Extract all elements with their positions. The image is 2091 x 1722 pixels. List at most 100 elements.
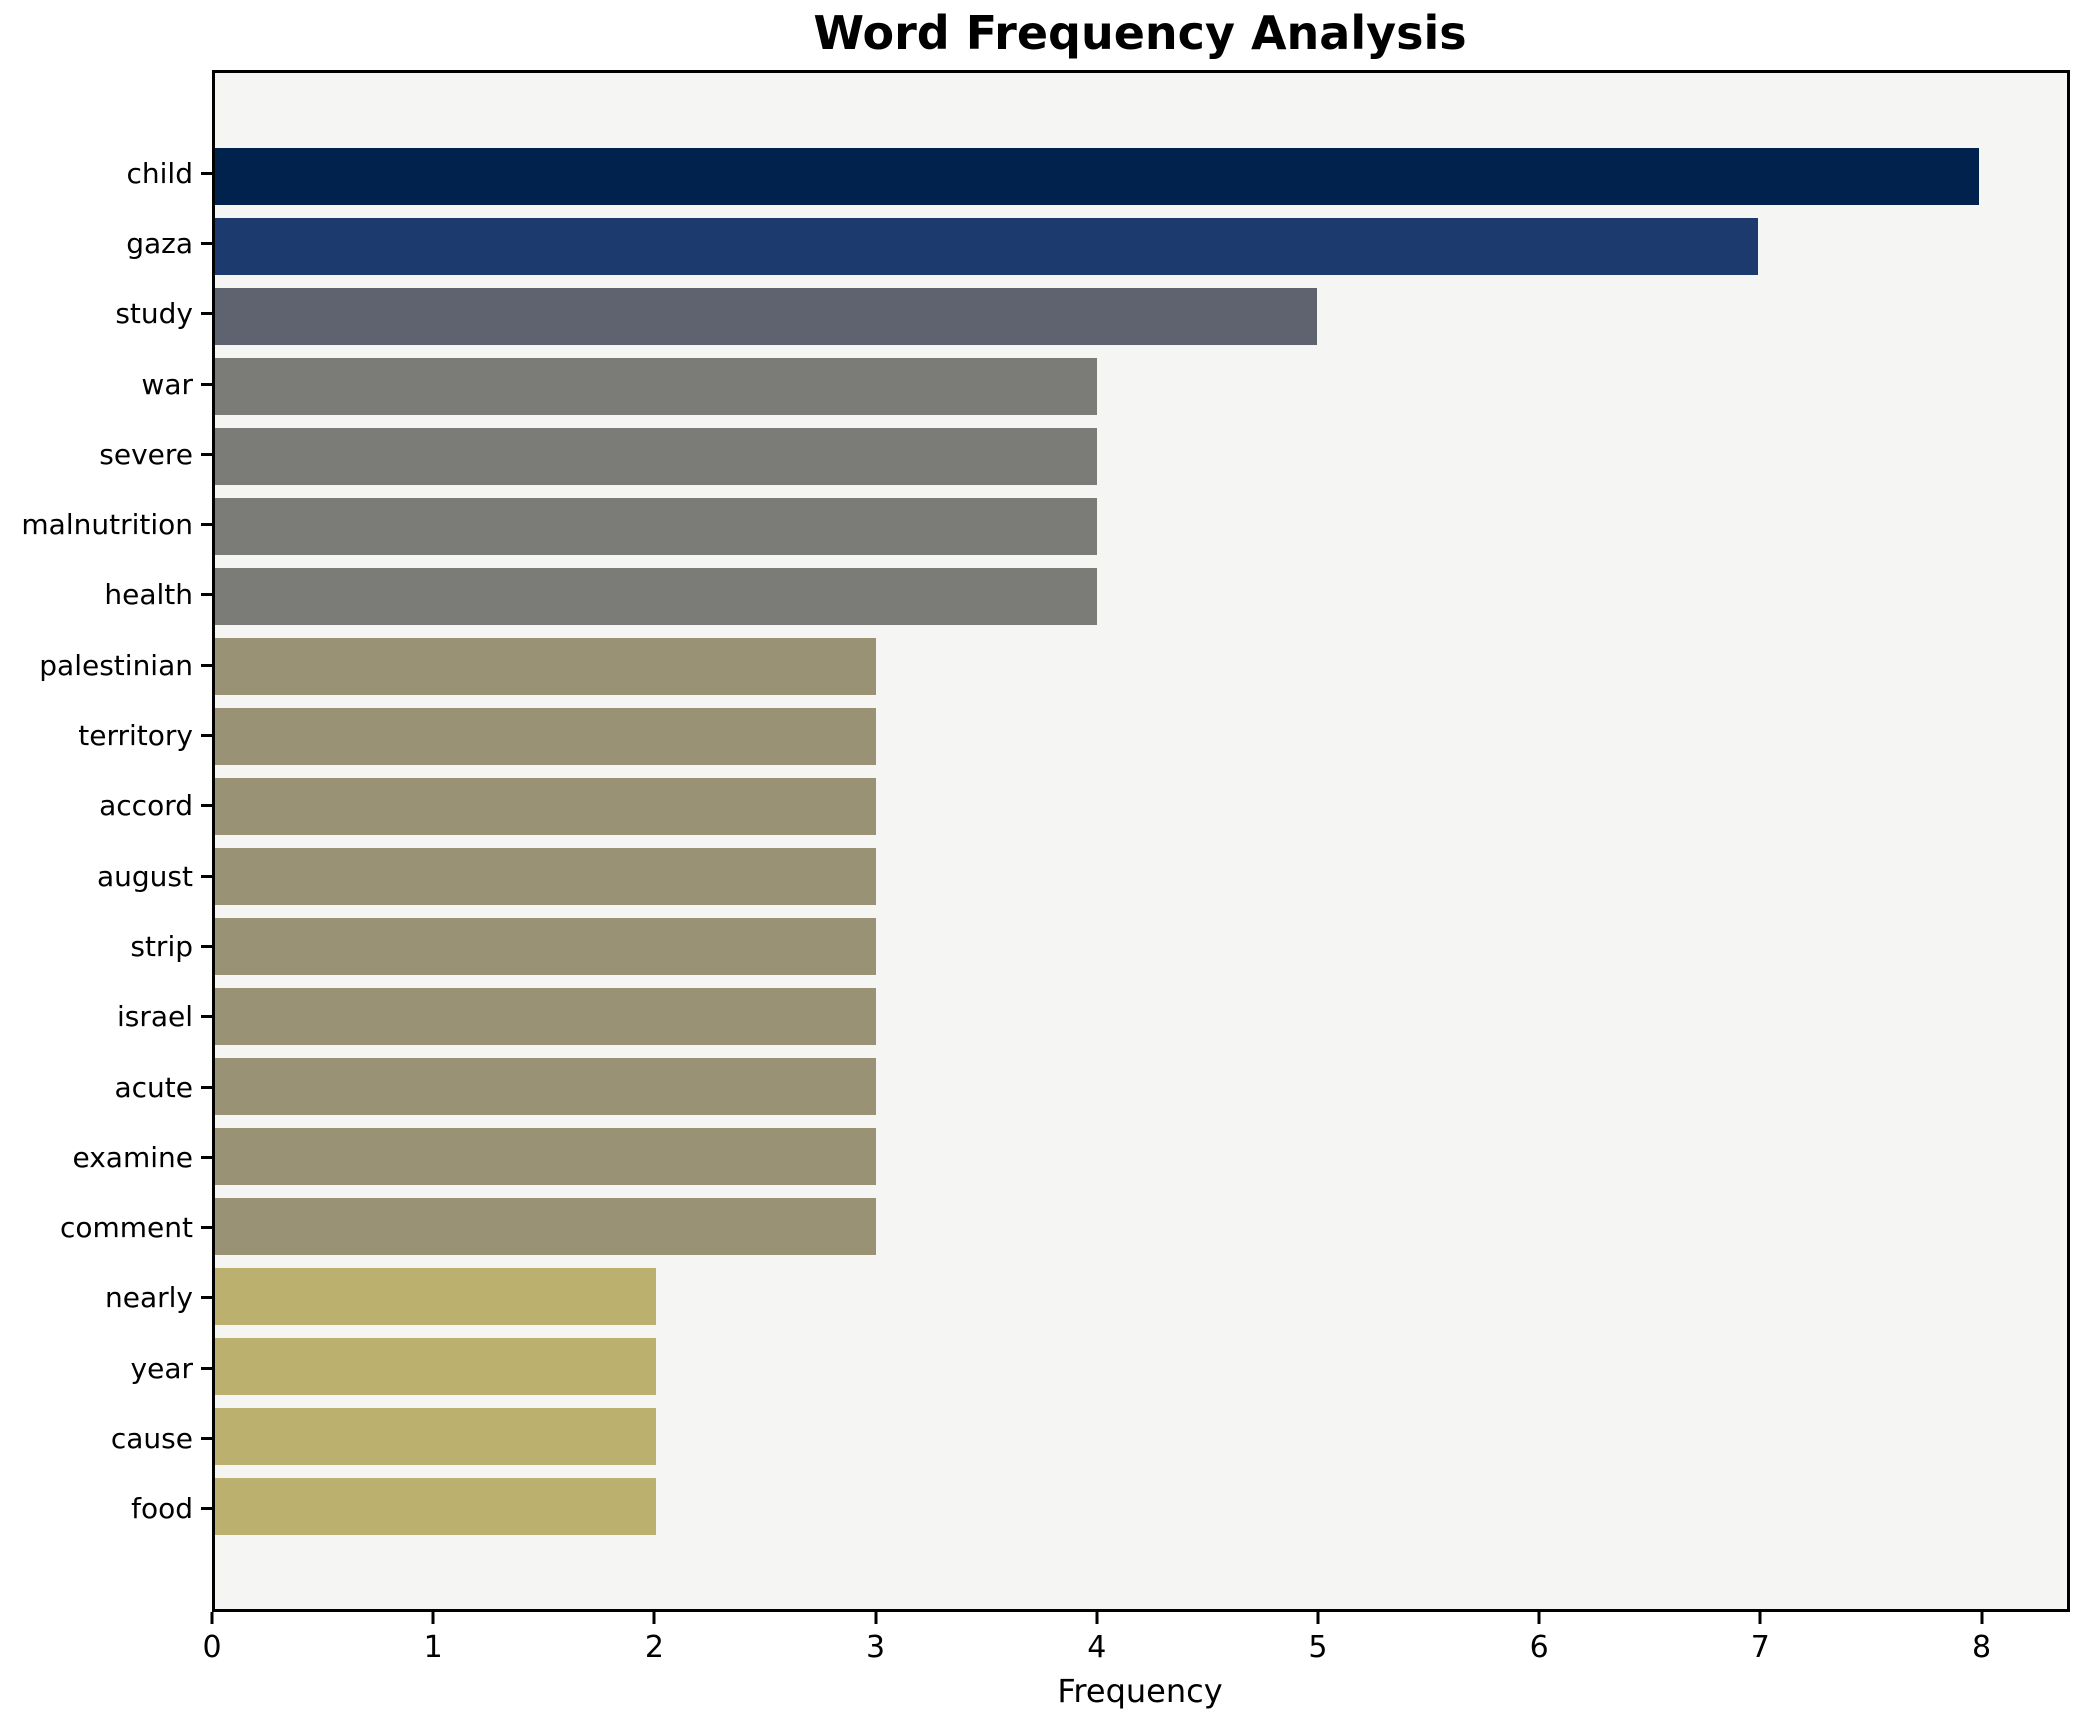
bar-row [215, 1051, 2067, 1121]
bar-war [215, 357, 1097, 415]
x-tick-mark [431, 1612, 435, 1624]
y-tick-row: malnutrition [0, 489, 212, 559]
bar-child [215, 147, 1979, 205]
y-tick-row: strip [0, 911, 212, 981]
bar-year [215, 1337, 656, 1395]
x-tick-label-2: 2 [644, 1630, 664, 1665]
x-tick-mark [1980, 1612, 1984, 1624]
y-tick-label-comment: comment [59, 1211, 193, 1245]
x-tick-mark [210, 1612, 214, 1624]
x-tick-label-8: 8 [1971, 1630, 1992, 1665]
bar-comment [215, 1197, 877, 1255]
y-tick-label-palestinian: palestinian [39, 648, 193, 682]
chart-title: Word Frequency Analysis [813, 6, 1467, 60]
y-tick-mark [201, 593, 212, 597]
y-tick-row: food [0, 1474, 212, 1544]
y-tick-row: cause [0, 1403, 212, 1473]
y-tick-label-acute: acute [114, 1070, 193, 1104]
x-tick-mark [1316, 1612, 1320, 1624]
y-tick-label-israel: israel [116, 1000, 193, 1034]
y-tick-row: comment [0, 1192, 212, 1262]
y-tick-mark [201, 874, 212, 878]
y-tick-row: august [0, 841, 212, 911]
bar-malnutrition [215, 497, 1097, 555]
bar-food [215, 1477, 656, 1535]
x-tick-mark [652, 1612, 656, 1624]
bar-palestinian [215, 637, 877, 695]
bar-study [215, 287, 1318, 345]
y-tick-mark [201, 663, 212, 667]
x-axis: 0 1 2 3 4 5 6 7 8 [202, 1612, 2070, 1682]
y-tick-label-august: august [97, 859, 193, 893]
bar-cause [215, 1407, 656, 1465]
x-tick-mark [1095, 1612, 1099, 1624]
x-tick-label-6: 6 [1529, 1630, 1549, 1665]
bar-territory [215, 707, 877, 765]
y-tick-label-severe: severe [99, 437, 193, 471]
y-tick-row: accord [0, 771, 212, 841]
bar-gaza [215, 217, 1759, 275]
bar-accord [215, 777, 877, 835]
y-tick-row: territory [0, 700, 212, 770]
y-tick-label-gaza: gaza [126, 226, 193, 260]
y-tick-mark [201, 1015, 212, 1019]
y-tick-mark [201, 452, 212, 456]
bar-row [215, 701, 2067, 771]
bar-israel [215, 987, 877, 1045]
y-tick-mark [201, 523, 212, 527]
x-tick-mark [1537, 1612, 1541, 1624]
y-tick-row: severe [0, 419, 212, 489]
bars [215, 73, 2067, 1609]
bar-row [215, 1331, 2067, 1401]
y-tick-mark [201, 734, 212, 738]
y-tick-row: war [0, 349, 212, 419]
y-tick-mark [201, 1366, 212, 1370]
bar-row [215, 561, 2067, 631]
x-tick-label-7: 7 [1750, 1630, 1770, 1665]
y-tick-row: palestinian [0, 630, 212, 700]
y-tick-label-food: food [131, 1492, 193, 1526]
x-tick-mark [874, 1612, 878, 1624]
x-tick-label-3: 3 [866, 1630, 886, 1665]
y-tick-row: health [0, 560, 212, 630]
bar-august [215, 847, 877, 905]
bar-strip [215, 917, 877, 975]
y-tick-label-nearly: nearly [105, 1281, 193, 1315]
y-tick-row: year [0, 1333, 212, 1403]
y-tick-mark [201, 1226, 212, 1230]
bar-row [215, 211, 2067, 281]
bar-row [215, 281, 2067, 351]
y-tick-mark [201, 171, 212, 175]
x-tick-label-0: 0 [202, 1630, 222, 1665]
x-axis-title: Frequency [1057, 1672, 1223, 1710]
y-tick-label-war: war [141, 367, 193, 401]
bar-row [215, 351, 2067, 421]
y-tick-label-examine: examine [72, 1140, 194, 1174]
bar-acute [215, 1057, 877, 1115]
bar-row [215, 911, 2067, 981]
bar-row [215, 421, 2067, 491]
y-tick-row: nearly [0, 1263, 212, 1333]
y-tick-mark [201, 1155, 212, 1159]
bar-row [215, 981, 2067, 1051]
bar-row [215, 1401, 2067, 1471]
y-tick-label-malnutrition: malnutrition [21, 508, 193, 542]
y-tick-label-accord: accord [99, 789, 193, 823]
y-tick-mark [201, 312, 212, 316]
y-tick-row: gaza [0, 208, 212, 278]
x-tick-label-5: 5 [1308, 1630, 1328, 1665]
y-tick-row: study [0, 279, 212, 349]
bar-row [215, 841, 2067, 911]
bar-nearly [215, 1267, 656, 1325]
bar-examine [215, 1127, 877, 1185]
y-tick-row: acute [0, 1052, 212, 1122]
bar-health [215, 567, 1097, 625]
y-tick-label-health: health [104, 578, 193, 612]
y-tick-mark [201, 804, 212, 808]
bar-severe [215, 427, 1097, 485]
y-tick-mark [201, 382, 212, 386]
bar-row [215, 1471, 2067, 1541]
bar-row [215, 1191, 2067, 1261]
y-tick-mark [201, 1296, 212, 1300]
